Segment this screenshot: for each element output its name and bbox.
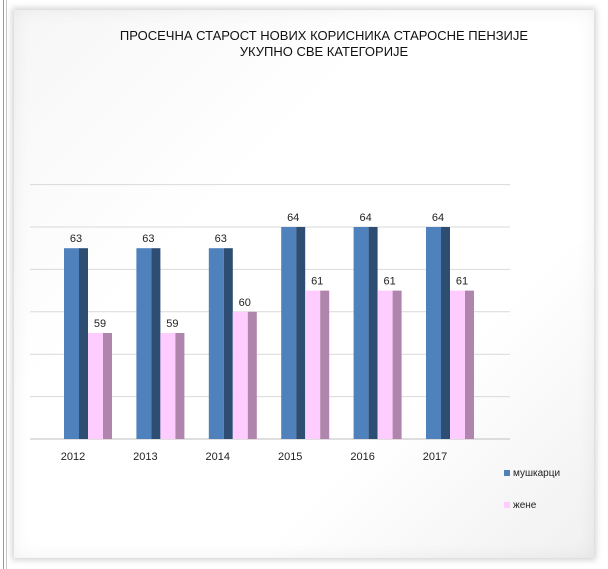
bar-shade-men (79, 248, 88, 439)
bar-men (426, 227, 441, 439)
bar-shade-women (392, 290, 402, 439)
data-label-men: 63 (142, 233, 154, 245)
left-border-line (3, 0, 4, 569)
chart-title-line-2: УКУПНО СВЕ КАТЕГОРИЈЕ (239, 44, 409, 59)
bar-men (208, 248, 224, 439)
x-tick-label: 2014 (206, 451, 230, 463)
data-label-men: 63 (70, 233, 82, 245)
x-tick-label: 2016 (350, 451, 374, 463)
x-tick-label: 2015 (278, 451, 302, 463)
bar-women (160, 333, 176, 439)
bar-shade-men (223, 248, 233, 439)
x-tick-label: 2017 (423, 451, 447, 463)
bar-women (377, 290, 393, 439)
bar-men (353, 227, 369, 439)
legend-swatch-women (504, 502, 510, 508)
bar-women (232, 311, 248, 439)
data-label-women: 61 (383, 276, 395, 288)
x-tick-label: 2013 (133, 451, 157, 463)
legend-entry-men: мушкарци (504, 466, 560, 480)
bar-men (64, 248, 79, 439)
bar-shade-women (247, 311, 257, 439)
data-label-men: 64 (432, 212, 444, 224)
data-label-women: 59 (166, 318, 178, 330)
bar-women (450, 290, 465, 439)
x-tick-label: 2012 (61, 451, 85, 463)
bar-shade-women (175, 333, 185, 439)
legend-label-women: жене (513, 499, 537, 511)
data-label-men: 64 (287, 212, 299, 224)
bar-shade-men (296, 227, 306, 439)
bar-men (281, 227, 297, 439)
bar-women (88, 333, 103, 439)
data-label-women: 60 (239, 297, 251, 309)
legend-swatch-men (504, 470, 510, 476)
chart-title: ПРОСЕЧНА СТАРОСТ НОВИХ КОРИСНИКА СТАРОСН… (0, 28, 608, 60)
legend-label-men: мушкарци (513, 467, 561, 479)
bar-women (305, 290, 321, 439)
bar-shade-women (103, 333, 112, 439)
data-label-men: 64 (359, 212, 371, 224)
left-border-line-inner (6, 0, 7, 569)
bar-shade-men (151, 248, 161, 439)
bar-shade-women (320, 290, 330, 439)
bar-shade-women (465, 290, 474, 439)
bar-shade-men (441, 227, 450, 439)
data-label-men: 63 (215, 233, 227, 245)
bar-shade-men (368, 227, 378, 439)
chart-title-line-1: ПРОСЕЧНА СТАРОСТ НОВИХ КОРИСНИКА СТАРОСН… (119, 28, 529, 43)
chart-legend: мушкарци жене (504, 466, 560, 530)
data-label-women: 61 (456, 276, 468, 288)
data-label-women: 61 (311, 276, 323, 288)
bar-men (136, 248, 152, 439)
data-label-women: 59 (94, 318, 106, 330)
legend-entry-women: жене (504, 498, 560, 512)
